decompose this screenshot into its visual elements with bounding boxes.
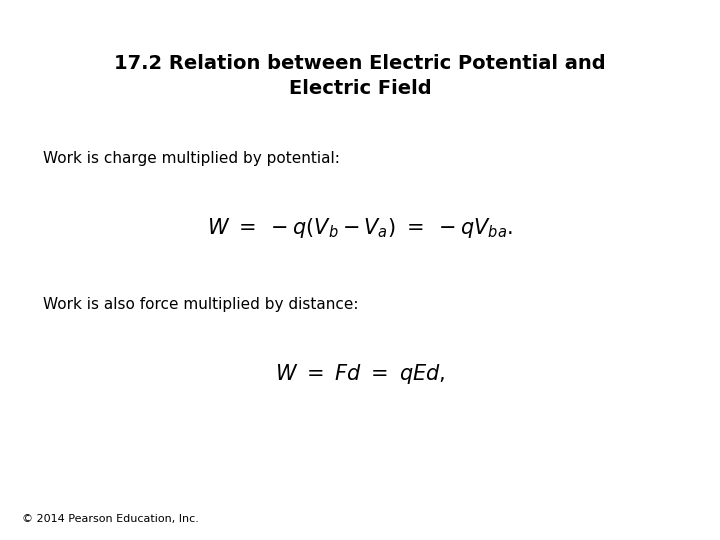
Text: Work is also force multiplied by distance:: Work is also force multiplied by distanc…	[43, 297, 359, 312]
Text: $W \ = \ Fd \ = \ qEd,$: $W \ = \ Fd \ = \ qEd,$	[275, 362, 445, 386]
Text: $W \ = \ -q(V_b - V_a) \ = \ -qV_{ba}.$: $W \ = \ -q(V_b - V_a) \ = \ -qV_{ba}.$	[207, 216, 513, 240]
Text: © 2014 Pearson Education, Inc.: © 2014 Pearson Education, Inc.	[22, 514, 199, 524]
Text: 17.2 Relation between Electric Potential and
Electric Field: 17.2 Relation between Electric Potential…	[114, 54, 606, 98]
Text: Work is charge multiplied by potential:: Work is charge multiplied by potential:	[43, 151, 340, 166]
